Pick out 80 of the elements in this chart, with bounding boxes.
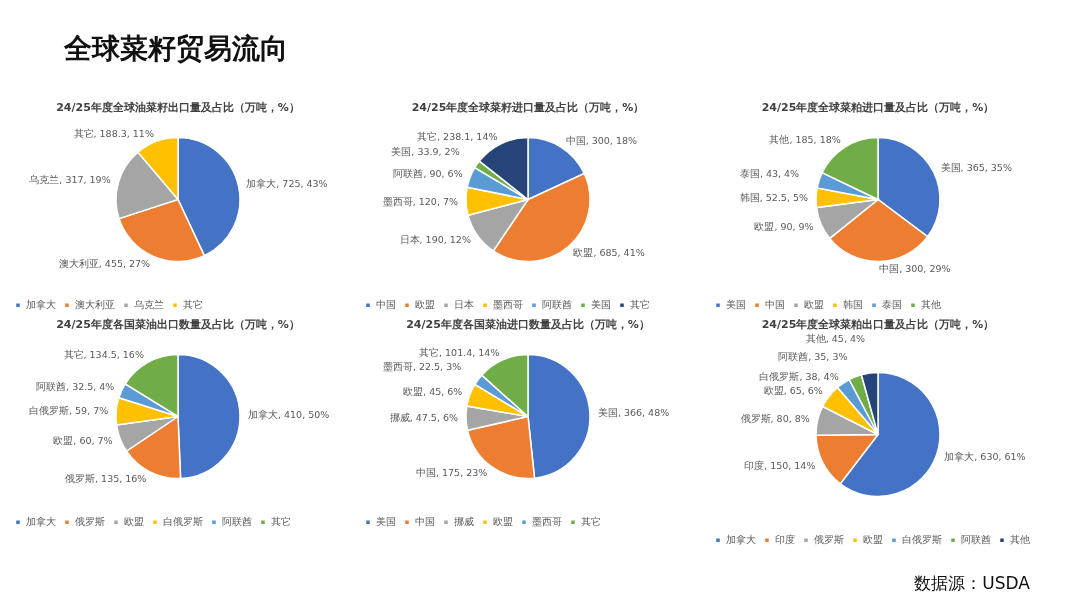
legend-label: 美国 bbox=[376, 516, 396, 528]
legend-label: 阿联酋 bbox=[222, 516, 252, 528]
data-label: 加拿大, 410, 50% bbox=[247, 409, 330, 421]
legend-label: 其他 bbox=[921, 299, 941, 311]
legend-label: 加拿大 bbox=[26, 516, 56, 528]
data-label: 美国, 366, 48% bbox=[597, 406, 670, 418]
data-label: 欧盟, 65, 6% bbox=[763, 385, 823, 397]
legend-label: 泰国 bbox=[882, 299, 902, 311]
legend-label: 挪威 bbox=[454, 516, 474, 528]
data-label: 欧盟, 685, 41% bbox=[573, 246, 645, 258]
chart-title: 24/25年度各国菜油出口数量及占比（万吨，%） bbox=[56, 318, 300, 331]
data-label: 乌克兰, 317, 19% bbox=[29, 174, 111, 186]
legend-label: 白俄罗斯 bbox=[902, 534, 942, 546]
data-label: 其它, 238.1, 14% bbox=[417, 130, 498, 142]
legend-label: 中国 bbox=[765, 299, 785, 311]
legend-label: 其它 bbox=[630, 299, 650, 311]
legend-label: 美国 bbox=[726, 299, 746, 311]
data-label: 墨西哥, 120, 7% bbox=[382, 195, 459, 207]
chart-title: 24/25年度各国菜油进口数量及占比（万吨，%） bbox=[406, 318, 650, 331]
legend-label: 其它 bbox=[183, 299, 203, 311]
chart-title: 24/25年度全球油菜籽出口量及占比（万吨，%） bbox=[56, 101, 300, 114]
data-label: 阿联酋, 32.5, 4% bbox=[36, 381, 115, 393]
legend-label: 欧盟 bbox=[124, 516, 144, 528]
data-label: 中国, 300, 18% bbox=[565, 134, 638, 146]
legend-label: 中国 bbox=[415, 516, 435, 528]
data-label: 欧盟, 90, 9% bbox=[754, 221, 814, 233]
legend-label: 墨西哥 bbox=[532, 516, 562, 528]
data-label: 加拿大, 630, 61% bbox=[944, 450, 1026, 462]
data-label: 美国, 365, 35% bbox=[940, 162, 1012, 174]
data-label: 加拿大, 725, 43% bbox=[246, 178, 328, 190]
legend-label: 俄罗斯 bbox=[814, 534, 844, 546]
data-label: 白俄罗斯, 59, 7% bbox=[29, 404, 109, 416]
data-label: 日本, 190, 12% bbox=[399, 234, 471, 246]
data-label: 阿联酋, 35, 3% bbox=[778, 351, 848, 363]
data-label: 泰国, 43, 4% bbox=[739, 167, 800, 179]
legend-label: 白俄罗斯 bbox=[163, 516, 203, 528]
data-label: 俄罗斯, 135, 16% bbox=[65, 472, 147, 484]
legend-label: 俄罗斯 bbox=[75, 516, 105, 528]
legend-label: 其他 bbox=[1010, 534, 1030, 546]
legend-label: 欧盟 bbox=[415, 299, 435, 311]
legend-label: 阿联酋 bbox=[542, 299, 572, 311]
legend-label: 其它 bbox=[581, 516, 601, 528]
chart-title: 24/25年度全球菜籽进口量及占比（万吨，%） bbox=[411, 101, 645, 114]
data-label: 其他, 185, 18% bbox=[769, 134, 841, 146]
legend-label: 墨西哥 bbox=[493, 299, 523, 311]
legend-label: 日本 bbox=[454, 299, 474, 311]
data-label: 中国, 300, 29% bbox=[879, 263, 951, 275]
text: 全球菜籽贸易流向 bbox=[64, 31, 288, 67]
data-label: 阿联酋, 90, 6% bbox=[393, 168, 463, 180]
chart-title: 24/25年度全球菜粕进口量及占比（万吨，%） bbox=[761, 101, 995, 114]
data-label: 白俄罗斯, 38, 4% bbox=[759, 370, 839, 382]
data-label: 墨西哥, 22.5, 3% bbox=[382, 361, 462, 373]
legend-label: 澳大利亚 bbox=[75, 299, 115, 311]
data-label: 美国, 33.9, 2% bbox=[391, 146, 460, 158]
chart-title: 24/25年度全球菜粕出口量及占比（万吨，%） bbox=[761, 318, 995, 332]
legend-label: 加拿大 bbox=[26, 299, 56, 311]
data-label: 其它, 134.5, 16% bbox=[63, 349, 144, 361]
legend-label: 韩国 bbox=[843, 299, 863, 311]
data-label: 印度, 150, 14% bbox=[744, 459, 816, 471]
legend-label: 欧盟 bbox=[863, 534, 883, 546]
data-label: 挪威, 47.5, 6% bbox=[389, 412, 459, 424]
data-label: 欧盟, 45, 6% bbox=[403, 386, 463, 398]
data-label: 澳大利亚, 455, 27% bbox=[58, 257, 151, 269]
data-label: 欧盟, 60, 7% bbox=[53, 435, 113, 447]
data-label: 中国, 175, 23% bbox=[415, 467, 488, 479]
legend-label: 中国 bbox=[376, 299, 396, 311]
legend-label: 乌克兰 bbox=[134, 299, 164, 311]
legend-label: 欧盟 bbox=[804, 299, 824, 311]
data-label: 俄罗斯, 80, 8% bbox=[740, 412, 810, 424]
data-label: 韩国, 52.5, 5% bbox=[739, 191, 809, 203]
legend-label: 印度 bbox=[775, 534, 795, 546]
legend-label: 美国 bbox=[591, 299, 611, 311]
legend-label: 加拿大 bbox=[726, 534, 756, 546]
data-label: 其它, 188.3, 11% bbox=[73, 127, 154, 139]
data-label: 其他, 45, 4% bbox=[805, 333, 866, 345]
data-label: 其它, 101.4, 14% bbox=[419, 346, 500, 358]
legend-label: 其它 bbox=[271, 516, 291, 528]
legend-label: 阿联酋 bbox=[961, 534, 991, 546]
text: 数据源：USDA bbox=[914, 572, 1030, 595]
legend-label: 欧盟 bbox=[493, 516, 513, 528]
